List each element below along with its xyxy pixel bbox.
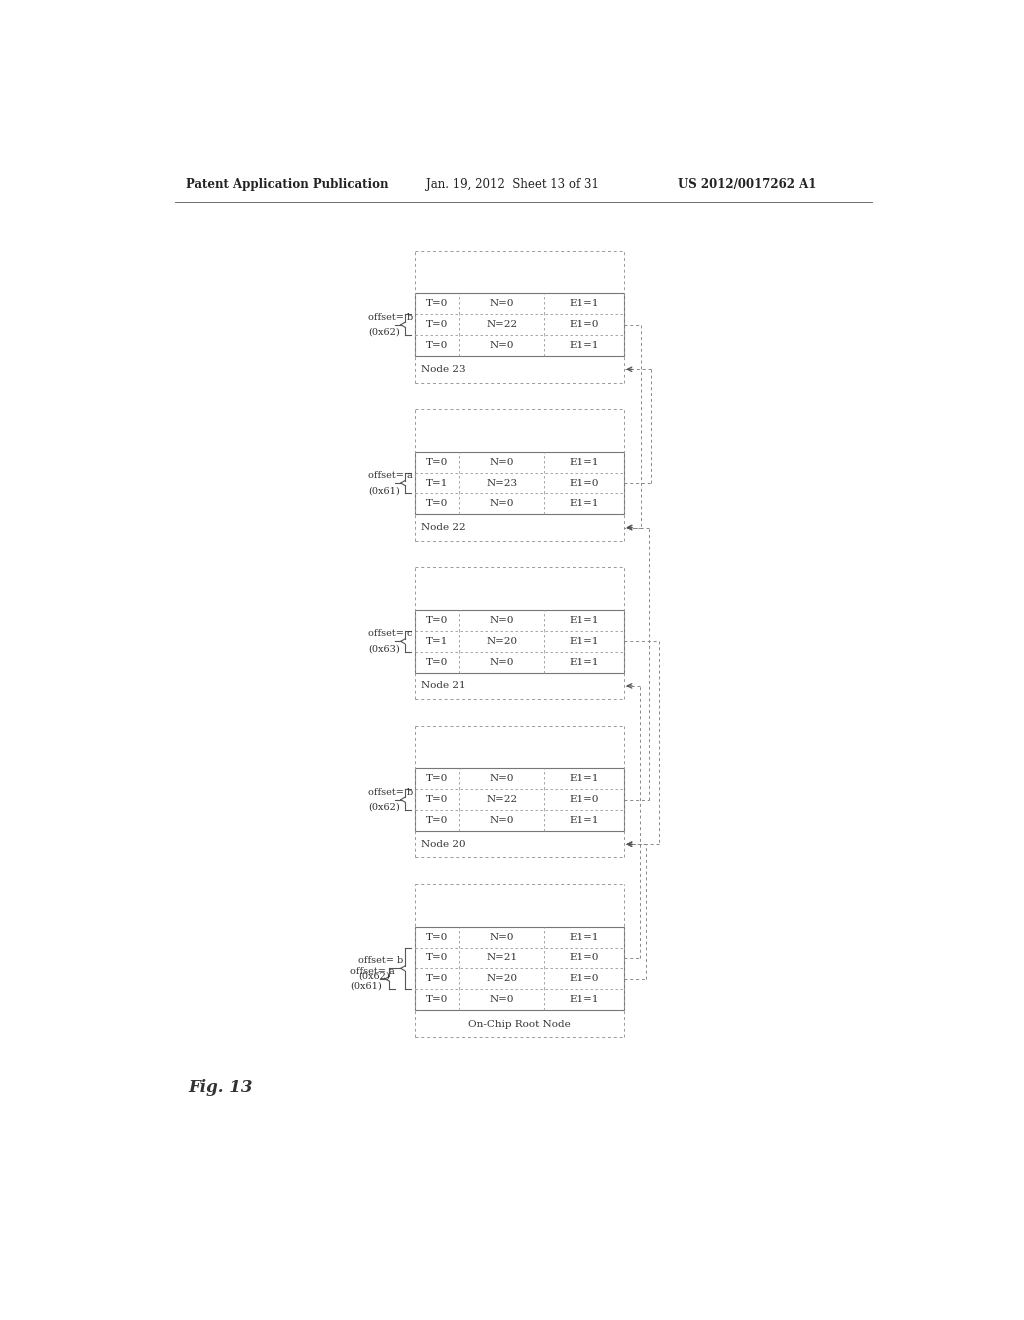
Text: N=0: N=0: [489, 499, 514, 508]
Text: E1=1: E1=1: [569, 458, 599, 467]
Text: T=0: T=0: [426, 775, 447, 783]
Text: Jan. 19, 2012  Sheet 13 of 31: Jan. 19, 2012 Sheet 13 of 31: [426, 178, 599, 190]
Text: T=0: T=0: [426, 953, 447, 962]
Text: N=0: N=0: [489, 341, 514, 350]
Text: N=21: N=21: [486, 953, 517, 962]
Text: E1=1: E1=1: [569, 499, 599, 508]
Text: T=0: T=0: [426, 616, 447, 624]
Text: E1=0: E1=0: [569, 974, 599, 983]
Text: E1=1: E1=1: [569, 300, 599, 309]
Text: T=0: T=0: [426, 499, 447, 508]
Text: T=0: T=0: [426, 300, 447, 309]
Text: T=0: T=0: [426, 795, 447, 804]
Bar: [415, 451, 624, 515]
Text: On-Chip Root Node: On-Chip Root Node: [468, 1020, 570, 1030]
Text: E1=0: E1=0: [569, 953, 599, 962]
Text: T=1: T=1: [426, 636, 447, 645]
Text: T=0: T=0: [426, 974, 447, 983]
Text: E1=0: E1=0: [569, 321, 599, 329]
Text: offset= a: offset= a: [369, 471, 413, 480]
Text: Node 23: Node 23: [421, 364, 466, 374]
Text: E1=1: E1=1: [569, 932, 599, 941]
Text: T=0: T=0: [426, 657, 447, 667]
Text: N=20: N=20: [486, 636, 517, 645]
Text: E1=0: E1=0: [569, 479, 599, 487]
Text: E1=1: E1=1: [569, 775, 599, 783]
Text: E1=1: E1=1: [569, 816, 599, 825]
Text: offset= b: offset= b: [369, 313, 414, 322]
Text: E1=1: E1=1: [569, 341, 599, 350]
Text: (0x61): (0x61): [350, 982, 382, 991]
Text: Node 22: Node 22: [421, 523, 466, 532]
Text: N=0: N=0: [489, 657, 514, 667]
Text: Node 21: Node 21: [421, 681, 466, 690]
Text: (0x61): (0x61): [369, 486, 400, 495]
Text: N=23: N=23: [486, 479, 517, 487]
Bar: [415, 927, 624, 1010]
Text: offset= b: offset= b: [369, 788, 414, 796]
Text: Node 20: Node 20: [421, 840, 466, 849]
Text: (0x62): (0x62): [358, 972, 390, 981]
Text: T=0: T=0: [426, 816, 447, 825]
Text: N=0: N=0: [489, 300, 514, 309]
Text: (0x62): (0x62): [369, 327, 400, 337]
Text: offset= b: offset= b: [358, 956, 403, 965]
Bar: [415, 610, 624, 673]
Text: N=0: N=0: [489, 995, 514, 1005]
Text: N=0: N=0: [489, 816, 514, 825]
Text: E1=1: E1=1: [569, 636, 599, 645]
Bar: [415, 768, 624, 830]
Text: T=0: T=0: [426, 341, 447, 350]
Text: T=1: T=1: [426, 479, 447, 487]
Text: T=0: T=0: [426, 932, 447, 941]
Text: Patent Application Publication: Patent Application Publication: [186, 178, 389, 190]
Text: T=0: T=0: [426, 995, 447, 1005]
Text: N=0: N=0: [489, 932, 514, 941]
Text: E1=0: E1=0: [569, 795, 599, 804]
Text: offset= c: offset= c: [369, 630, 413, 639]
Text: T=0: T=0: [426, 321, 447, 329]
Text: Fig. 13: Fig. 13: [188, 1078, 253, 1096]
Text: offset= a: offset= a: [350, 966, 395, 975]
Text: T=0: T=0: [426, 458, 447, 467]
Text: N=22: N=22: [486, 321, 517, 329]
Bar: [415, 293, 624, 356]
Text: N=0: N=0: [489, 775, 514, 783]
Text: (0x62): (0x62): [369, 803, 400, 812]
Text: US 2012/0017262 A1: US 2012/0017262 A1: [678, 178, 816, 190]
Text: E1=1: E1=1: [569, 616, 599, 624]
Text: (0x63): (0x63): [369, 644, 400, 653]
Text: E1=1: E1=1: [569, 657, 599, 667]
Text: E1=1: E1=1: [569, 995, 599, 1005]
Text: N=20: N=20: [486, 974, 517, 983]
Text: N=0: N=0: [489, 458, 514, 467]
Text: N=22: N=22: [486, 795, 517, 804]
Text: N=0: N=0: [489, 616, 514, 624]
